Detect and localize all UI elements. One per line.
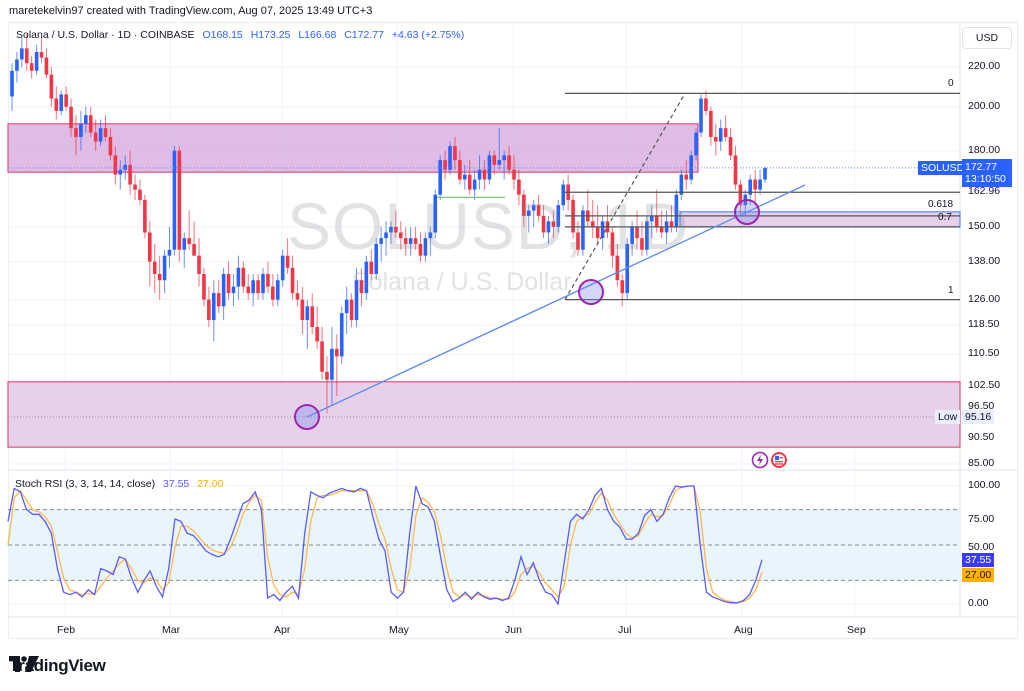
- ohlc-high: H173.25: [250, 29, 291, 41]
- fib-label: 0.618: [928, 199, 954, 211]
- stoch-tick: 50.00: [968, 540, 995, 553]
- time-tick-jun: Jun: [505, 624, 522, 636]
- stoch-rsi-title: Stoch RSI (3, 3, 14, 14, close): [15, 478, 156, 490]
- watermark-ticker: SOLUSD, 1D: [287, 189, 690, 263]
- stoch-d-value: 27.00: [197, 478, 224, 490]
- countdown: 13:10:50: [965, 173, 1006, 185]
- price-tick: 138.00: [968, 254, 1001, 267]
- stoch-rsi-legend[interactable]: Stoch RSI (3, 3, 14, 14, close) 37.55 27…: [15, 478, 223, 490]
- price-tick: 162.96: [968, 185, 1001, 198]
- price-tick: 126.00: [968, 292, 1001, 305]
- price-tick: 102.50: [968, 378, 1001, 391]
- price-tick: 85.00: [968, 456, 995, 469]
- ohlc-open: O168.15: [202, 29, 243, 41]
- price-tick: 110.50: [968, 347, 1000, 360]
- fib-label: 0.7: [938, 211, 952, 223]
- time-tick-aug: Aug: [734, 624, 753, 636]
- symbol-legend[interactable]: Solana / U.S. Dollar · 1D · COINBASE O16…: [16, 29, 464, 41]
- currency-button[interactable]: USD: [962, 27, 1012, 49]
- fib-label: 0: [948, 78, 954, 90]
- chart-credit: maretekelvin97 created with TradingView.…: [9, 5, 373, 17]
- watermark-name: Solana / U.S. Dollar: [352, 268, 572, 296]
- stoch-tick: 75.00: [968, 512, 995, 525]
- lightning-icon[interactable]: [751, 451, 769, 469]
- stoch-tick: 0.00: [968, 597, 989, 609]
- us-flag-icon[interactable]: [770, 451, 788, 469]
- price-tick: 90.50: [968, 430, 995, 443]
- tradingview-logo[interactable]: TradingView: [9, 656, 106, 676]
- time-tick-feb: Feb: [57, 624, 76, 636]
- ticker-tag: SOLUSD: [918, 161, 968, 175]
- stoch-tick: 100.00: [968, 479, 1001, 491]
- price-tick: 220.00: [968, 59, 1001, 72]
- price-tick: 150.00: [968, 219, 1001, 232]
- time-tick-apr: Apr: [274, 624, 291, 636]
- stoch-k-value: 37.55: [163, 478, 190, 490]
- time-tick-jul: Jul: [618, 624, 632, 636]
- last-price-tag: 172.77 13:10:50: [962, 159, 1012, 187]
- last-price: 172.77: [965, 161, 998, 173]
- tradingview-logo-icon: [9, 656, 39, 672]
- time-tick-may: May: [389, 624, 409, 636]
- symbol-name: Solana / U.S. Dollar · 1D · COINBASE: [16, 29, 195, 41]
- price-tick: 118.50: [968, 318, 1000, 331]
- time-tick-sep: Sep: [847, 624, 866, 636]
- ohlc-change: +4.63 (+2.75%): [391, 29, 465, 41]
- stoch-k-tag: 37.55: [962, 553, 994, 567]
- low-label: Low: [935, 410, 961, 424]
- time-tick-mar: Mar: [162, 624, 181, 636]
- ohlc-close: C172.77: [344, 29, 384, 41]
- fib-label: 1: [948, 284, 954, 296]
- price-tick: 96.50: [968, 399, 995, 412]
- price-tick: 200.00: [968, 99, 1001, 112]
- ohlc-low: L166.68: [298, 29, 337, 41]
- stoch-d-tag: 27.00: [962, 568, 994, 582]
- low-value-tag: 95.16: [962, 410, 995, 424]
- price-tick: 180.00: [968, 143, 1001, 156]
